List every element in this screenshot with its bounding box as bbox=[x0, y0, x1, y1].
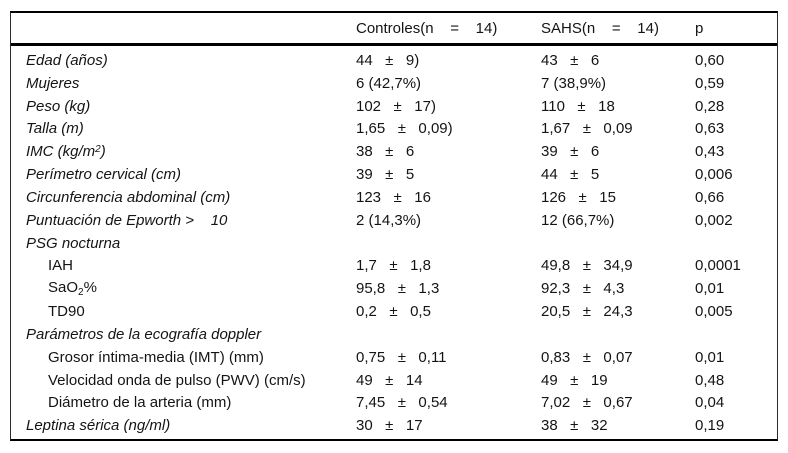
table-header-row: Controles(n = 14) SAHS(n = 14) p bbox=[11, 13, 777, 46]
table-row: Mujeres 6 (42,7%) 7 (38,9%) 0,59 bbox=[11, 72, 777, 95]
cell-controles: 39 ± 5 bbox=[356, 166, 415, 184]
cell-p-value: 0,66 bbox=[695, 188, 725, 206]
cell-sahs: 12 (66,7%) bbox=[541, 211, 615, 229]
cell-controles: 2 (14,3%) bbox=[356, 211, 422, 229]
table-row: Talla (m) 1,65 ± 0,09) 1,67 ± 0,09 0,63 bbox=[11, 117, 777, 140]
table-row: Peso (kg) 102 ± 17) 110 ± 18 0,28 bbox=[11, 95, 777, 118]
cell-p-value: 0,63 bbox=[695, 120, 725, 138]
cell-sahs: 110 ± 18 bbox=[541, 97, 615, 115]
cell-controles: 49 ± 14 bbox=[356, 371, 423, 389]
comparison-table: Controles(n = 14) SAHS(n = 14) p Edad (a… bbox=[10, 11, 778, 441]
cell-sahs: 7,02 ± 0,67 bbox=[541, 394, 633, 412]
cell-p-value: 0,43 bbox=[695, 143, 725, 161]
row-label: Velocidad onda de pulso (PWV) (cm/s) bbox=[48, 371, 306, 389]
cell-sahs: 49,8 ± 34,9 bbox=[541, 257, 633, 275]
cell-p-value: 0,04 bbox=[695, 394, 725, 412]
table-row: TD90 0,2 ± 0,5 20,5 ± 24,3 0,005 bbox=[11, 300, 777, 323]
cell-controles: 6 (42,7%) bbox=[356, 74, 422, 92]
cell-sahs: 92,3 ± 4,3 bbox=[541, 280, 625, 298]
table-row: Circunferencia abdominal (cm) 123 ± 16 126… bbox=[11, 186, 777, 209]
header-controles: Controles(n = 14) bbox=[356, 19, 498, 37]
cell-p-value: 0,005 bbox=[695, 303, 733, 321]
cell-sahs: 7 (38,9%) bbox=[541, 74, 607, 92]
cell-p-value: 0,19 bbox=[695, 417, 725, 435]
row-label: Edad (años) bbox=[26, 51, 108, 69]
cell-p-value: 0,48 bbox=[695, 371, 725, 389]
row-label: IMC (kg/m2) bbox=[26, 143, 106, 161]
table-row: Leptina sérica (ng/ml) 30 ± 17 38 ± 32 0,19 bbox=[11, 414, 777, 437]
table-row: IAH 1,7 ± 1,8 49,8 ± 34,9 0,0001 bbox=[11, 254, 777, 277]
cell-p-value: 0,60 bbox=[695, 51, 725, 69]
row-label: Diámetro de la arteria (mm) bbox=[48, 394, 232, 412]
cell-controles: 95,8 ± 1,3 bbox=[356, 280, 440, 298]
table-row: Perímetro cervical (cm) 39 ± 5 44 ± 5 0,006 bbox=[11, 163, 777, 186]
table-row: IMC (kg/m2) 38 ± 6 39 ± 6 0,43 bbox=[11, 140, 777, 163]
cell-controles: 0,2 ± 0,5 bbox=[356, 303, 431, 321]
table-row: Puntuación de Epworth > 10 2 (14,3%) 12 (6… bbox=[11, 209, 777, 232]
row-label: Grosor íntima-media (IMT) (mm) bbox=[48, 348, 264, 366]
cell-controles: 30 ± 17 bbox=[356, 417, 423, 435]
cell-controles: 38 ± 6 bbox=[356, 143, 415, 161]
cell-sahs: 1,67 ± 0,09 bbox=[541, 120, 633, 138]
row-label: Mujeres bbox=[26, 74, 80, 92]
cell-p-value: 0,006 bbox=[695, 166, 733, 184]
cell-sahs: 38 ± 32 bbox=[541, 417, 608, 435]
table-row: Edad (años) 44 ± 9) 43 ± 6 0,60 bbox=[11, 49, 777, 72]
table-row: Velocidad onda de pulso (PWV) (cm/s) 49 ±… bbox=[11, 369, 777, 392]
cell-p-value: 0,01 bbox=[695, 348, 725, 366]
header-p: p bbox=[695, 19, 704, 37]
row-label: SaO2% bbox=[48, 279, 97, 299]
cell-controles: 44 ± 9) bbox=[356, 51, 420, 69]
cell-sahs: 43 ± 6 bbox=[541, 51, 600, 69]
cell-sahs: 20,5 ± 24,3 bbox=[541, 303, 633, 321]
cell-sahs: 0,83 ± 0,07 bbox=[541, 348, 633, 366]
cell-controles: 1,7 ± 1,8 bbox=[356, 257, 431, 275]
row-label: Circunferencia abdominal (cm) bbox=[26, 188, 231, 206]
row-label: TD90 bbox=[48, 303, 85, 321]
table-row: Diámetro de la arteria (mm) 7,45 ± 0,54 7,… bbox=[11, 391, 777, 414]
cell-p-value: 0,59 bbox=[695, 74, 725, 92]
cell-controles: 102 ± 17) bbox=[356, 97, 436, 115]
table-row: Parámetros de la ecografía doppler bbox=[11, 323, 777, 346]
table-row: SaO2% 95,8 ± 1,3 92,3 ± 4,3 0,01 bbox=[11, 277, 777, 300]
table-row: PSG nocturna bbox=[11, 232, 777, 255]
row-label: Parámetros de la ecografía doppler bbox=[26, 325, 262, 343]
cell-controles: 123 ± 16 bbox=[356, 188, 431, 206]
header-sahs: SAHS(n = 14) bbox=[541, 19, 659, 37]
table-row: Grosor íntima-media (IMT) (mm) 0,75 ± 0,1… bbox=[11, 346, 777, 369]
row-label: Peso (kg) bbox=[26, 97, 91, 115]
cell-p-value: 0,01 bbox=[695, 280, 725, 298]
row-label: Puntuación de Epworth > 10 bbox=[26, 211, 228, 229]
table-body: Edad (años) 44 ± 9) 43 ± 6 0,60 Mujeres 6 (42… bbox=[11, 46, 777, 439]
row-label: PSG nocturna bbox=[26, 234, 121, 252]
cell-sahs: 44 ± 5 bbox=[541, 166, 600, 184]
row-label: Talla (m) bbox=[26, 120, 84, 138]
cell-controles: 7,45 ± 0,54 bbox=[356, 394, 448, 412]
cell-p-value: 0,002 bbox=[695, 211, 733, 229]
cell-sahs: 49 ± 19 bbox=[541, 371, 608, 389]
cell-controles: 0,75 ± 0,11 bbox=[356, 348, 447, 366]
cell-sahs: 39 ± 6 bbox=[541, 143, 600, 161]
cell-sahs: 126 ± 15 bbox=[541, 188, 616, 206]
row-label: Perímetro cervical (cm) bbox=[26, 166, 182, 184]
row-label: Leptina sérica (ng/ml) bbox=[26, 417, 171, 435]
cell-p-value: 0,0001 bbox=[695, 257, 741, 275]
row-label: IAH bbox=[48, 257, 74, 275]
cell-controles: 1,65 ± 0,09) bbox=[356, 120, 453, 138]
cell-p-value: 0,28 bbox=[695, 97, 725, 115]
